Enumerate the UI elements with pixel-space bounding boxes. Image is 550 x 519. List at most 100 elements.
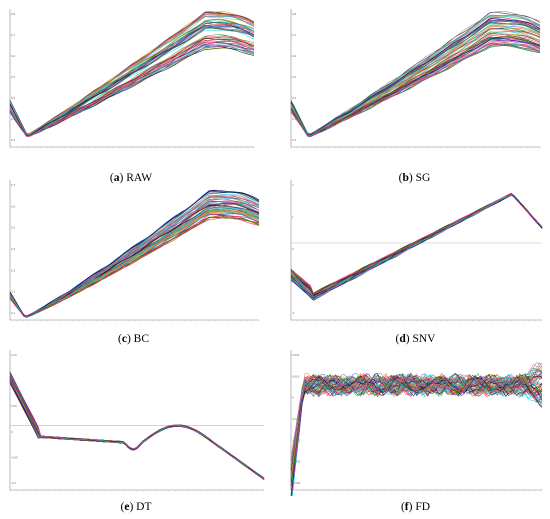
spectrum-line xyxy=(9,216,260,317)
spectrum-line xyxy=(290,12,541,136)
spectrum-line xyxy=(9,380,265,480)
chart-sg: 0.8 0.7 0.6 0.5 0.4 0.3 0.2 xyxy=(290,9,541,149)
spectrum-line xyxy=(9,14,255,135)
y-tick-label: 0.3 xyxy=(11,268,15,272)
spectrum-line xyxy=(290,45,541,136)
y-tick-label: 0.7 xyxy=(11,33,15,37)
spectrum-line xyxy=(9,210,260,317)
spectrum-line xyxy=(9,208,260,318)
panel-bc: 0.7 0.6 0.5 0.4 0.3 0.2 0.1 (c) BC xyxy=(6,176,261,351)
spectrum-line xyxy=(9,381,265,479)
y-tick-label: -0.003 xyxy=(292,460,301,464)
spectrum-line xyxy=(290,363,543,459)
spectrum-line xyxy=(9,215,260,317)
spectrum-line xyxy=(290,43,541,136)
panel-dt: 0.15 0.1 0.05 0 -0.05 -0.1 (e) DT xyxy=(6,346,266,518)
y-tick-label: 0.7 xyxy=(11,183,15,187)
y-tick-label: 0.8 xyxy=(11,12,15,16)
panel-raw: 0.8 0.7 0.6 0.5 0.4 0.3 0.2 (a) RAW xyxy=(6,5,256,190)
y-tick-label: 0 xyxy=(292,247,294,251)
y-tick-label: 0.7 xyxy=(292,33,296,37)
spectrum-line xyxy=(9,378,265,480)
spectrum-line xyxy=(290,194,543,298)
y-tick-label: -0.004 xyxy=(292,481,301,485)
spectrum-line xyxy=(9,210,260,317)
y-tick-label: -0.05 xyxy=(11,455,18,459)
y-tick-label: 0.05 xyxy=(11,404,17,408)
y-tick-label: 0.8 xyxy=(292,12,296,16)
spectrum-line xyxy=(9,214,260,318)
spectrum-line xyxy=(290,374,543,464)
spectrum-line xyxy=(290,195,543,300)
spectrum-line xyxy=(9,209,260,317)
spectrum-line xyxy=(290,194,543,299)
spectrum-line xyxy=(9,373,265,479)
spectrum-line xyxy=(9,379,265,479)
spectrum-line xyxy=(290,194,543,299)
spectrum-line xyxy=(9,379,265,479)
spectrum-line xyxy=(9,380,265,479)
y-tick-label: 0.6 xyxy=(11,54,15,58)
spectrum-line xyxy=(290,39,541,137)
spectrum-line xyxy=(9,377,265,480)
spectrum-line xyxy=(9,214,260,318)
spectrum-line xyxy=(9,216,260,317)
spectrum-line xyxy=(9,196,260,317)
spectrum-line xyxy=(290,35,541,137)
spectrum-line xyxy=(9,16,255,136)
y-tick-label: 0.5 xyxy=(11,226,15,230)
spectrum-line xyxy=(9,383,265,479)
spectrum-line xyxy=(9,207,260,318)
spectrum-line xyxy=(290,193,543,299)
spectrum-line xyxy=(9,383,265,479)
spectrum-line xyxy=(9,379,265,479)
panel-fd: 0.002 0.001 0 -0.001 -0.002 -0.003 -0.004 (f) … xyxy=(287,346,544,518)
spectrum-line xyxy=(9,377,265,480)
spectrum-line xyxy=(290,194,543,297)
spectrum-line xyxy=(290,374,543,485)
panel-sg: 0.8 0.7 0.6 0.5 0.4 0.3 0.2 (b) SG xyxy=(287,5,542,190)
spectrum-line xyxy=(290,22,541,136)
spectrum-line xyxy=(9,14,255,136)
spectrum-line xyxy=(9,381,265,479)
spectrum-line xyxy=(290,193,543,296)
y-tick-label: 0.001 xyxy=(292,374,300,378)
spectrum-line xyxy=(9,377,265,480)
caption-sg: (b) SG xyxy=(398,172,431,184)
spectrum-line xyxy=(290,194,543,300)
spectrum-line xyxy=(9,38,255,137)
spectrum-line xyxy=(290,194,543,298)
spectrum-line xyxy=(9,381,265,480)
spectrum-line xyxy=(290,38,541,136)
spectrum-line xyxy=(9,374,265,480)
spectrum-line xyxy=(290,193,543,295)
y-tick-label: 0.5 xyxy=(292,75,296,79)
spectrum-line xyxy=(9,382,265,480)
spectrum-line xyxy=(9,373,265,479)
caption-snv: (d) SNV xyxy=(395,333,436,345)
spectrum-line xyxy=(9,39,255,137)
spectrum-line xyxy=(290,193,543,299)
spectrum-line xyxy=(290,373,543,481)
spectrum-line xyxy=(9,210,260,317)
spectrum-line xyxy=(9,382,265,479)
spectrum-line xyxy=(290,36,541,136)
y-tick-label: 0.2 xyxy=(11,290,15,294)
spectrum-line xyxy=(9,210,260,318)
caption-raw: (a) RAW xyxy=(109,172,153,184)
spectrum-line xyxy=(290,194,543,300)
spectrum-line xyxy=(9,13,255,136)
spectrum-line xyxy=(290,194,543,299)
spectrum-line xyxy=(9,375,265,479)
spectrum-line xyxy=(9,379,265,480)
spectrum-line xyxy=(290,19,541,136)
spectrum-line xyxy=(9,381,265,480)
spectrum-line xyxy=(290,194,543,298)
spectrum-line xyxy=(290,39,541,137)
y-tick-label: -2 xyxy=(292,311,295,315)
spectrum-line xyxy=(290,194,543,299)
spectrum-line xyxy=(9,377,265,479)
spectrum-line xyxy=(290,44,541,136)
spectrum-line xyxy=(9,375,265,480)
